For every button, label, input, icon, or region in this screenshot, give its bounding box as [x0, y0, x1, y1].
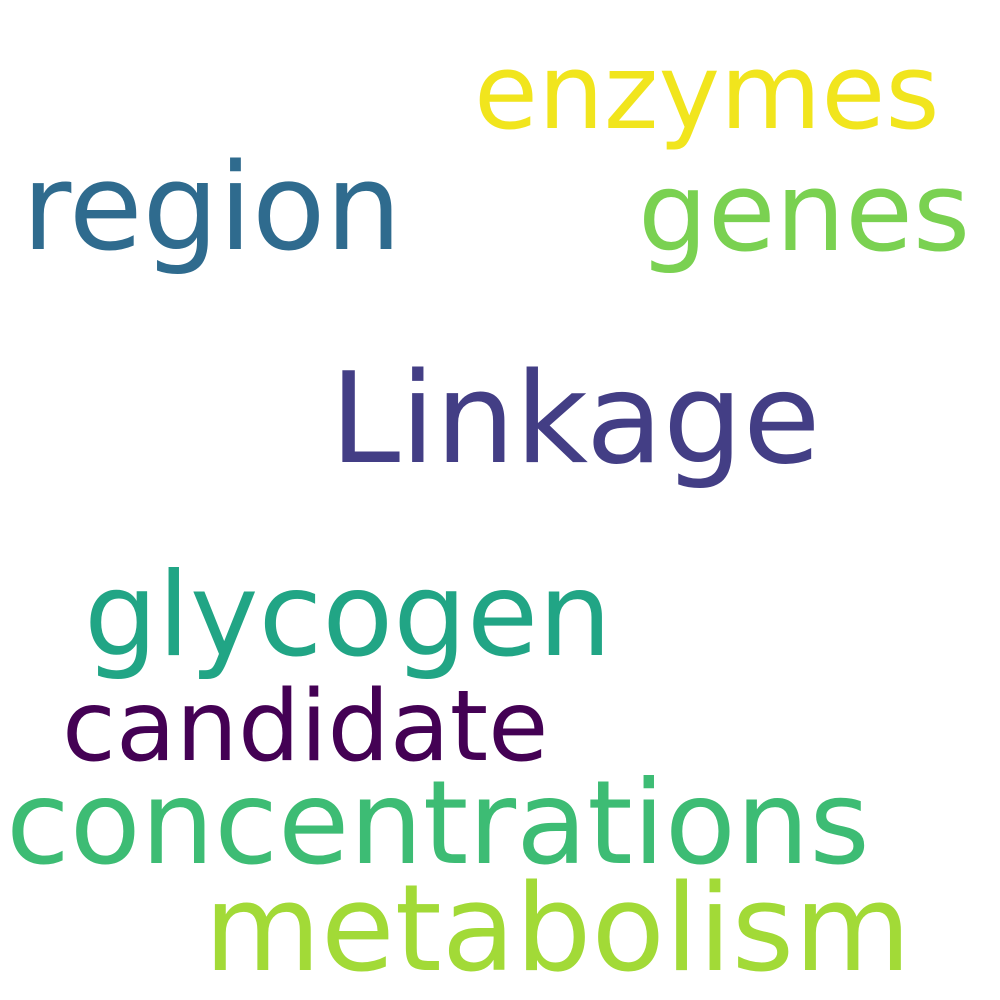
word-concentrations: concentrations [6, 756, 870, 891]
word-candidate: candidate [62, 670, 549, 784]
word-metabolism: metabolism [204, 860, 911, 999]
word-region: region [22, 139, 402, 278]
word-enzymes: enzymes [474, 31, 940, 153]
word-genes: genes [638, 148, 971, 276]
word-linkage: Linkage [330, 345, 821, 492]
word-glycogen: glycogen [84, 548, 612, 683]
